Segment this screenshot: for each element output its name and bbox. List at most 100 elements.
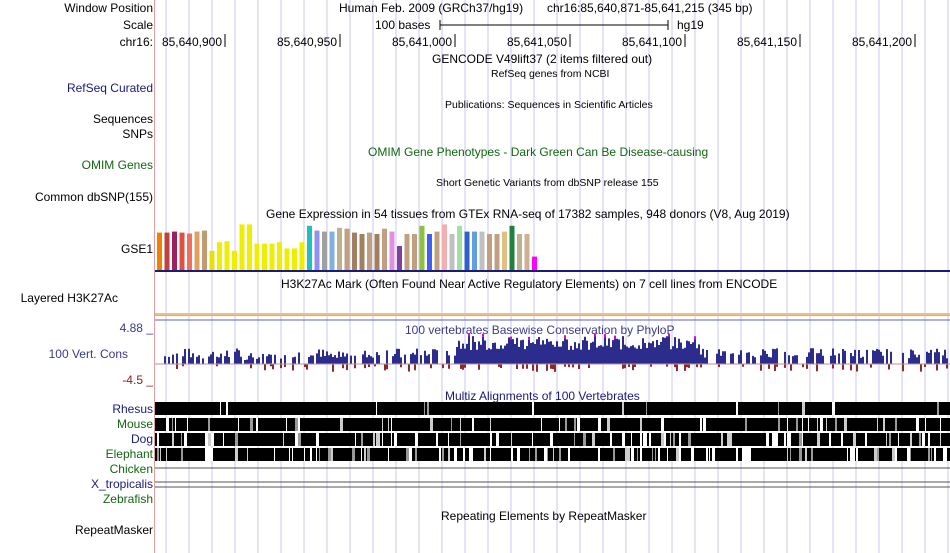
species-label[interactable]: Elephant <box>105 447 153 461</box>
alignment-gap <box>643 433 646 446</box>
alignment-gap <box>592 433 595 446</box>
alignment-gap <box>559 418 560 431</box>
alignment-gap <box>613 448 615 461</box>
sequences-label[interactable]: Sequences <box>92 112 153 126</box>
gtex-tissue-bar <box>247 224 252 270</box>
gtex-tissue-bar <box>434 231 440 270</box>
gtex-tissue-bar <box>374 234 380 270</box>
alignment-gap <box>319 448 320 461</box>
h3k27ac-label[interactable]: Layered H3K27Ac <box>20 291 118 305</box>
alignment-gap <box>238 418 239 431</box>
gtex-tissue-bar <box>352 232 357 270</box>
gse1-label[interactable]: GSE1 <box>120 242 153 256</box>
alignment-gap <box>919 433 921 446</box>
alignment-gap <box>211 433 214 446</box>
alignment-gap <box>835 418 837 431</box>
publications-track-title[interactable]: Publications: Sequences in Scientific Ar… <box>445 99 653 111</box>
alignment-gap <box>916 418 919 431</box>
gtex-tissue-bar <box>397 246 402 270</box>
alignment-gap <box>379 433 380 446</box>
alignment-gap <box>679 433 681 446</box>
alignment-gap <box>454 448 457 461</box>
alignment-gap <box>928 433 930 446</box>
alignment-gap <box>874 448 877 461</box>
alignment-gap <box>550 433 553 446</box>
alignment-gap <box>631 433 632 446</box>
multiz-alignment-blocks <box>155 402 950 488</box>
alignment-gap <box>388 448 389 461</box>
multiz-track-title[interactable]: Multiz Alignments of 100 Vertebrates <box>445 389 640 403</box>
alignment-gap <box>799 433 802 446</box>
species-label[interactable]: Chicken <box>109 462 153 476</box>
cons-track-title[interactable]: 100 vertebrates Basewise Conservation by… <box>405 323 675 337</box>
snps-label[interactable]: SNPs <box>122 127 153 141</box>
alignment-gap <box>517 448 520 461</box>
gtex-track-title[interactable]: Gene Expression in 54 tissues from GTEx … <box>266 207 790 221</box>
alignment-gap <box>673 433 675 446</box>
alignment-gap <box>187 418 188 431</box>
alignment-gap <box>547 448 548 461</box>
position-readout: chr16:85,640,871-85,641,215 (345 bp) <box>547 1 753 15</box>
species-label[interactable]: Dog <box>130 432 153 446</box>
coord-tick-label: 85,641,000 <box>391 35 452 49</box>
alignment-gap <box>310 448 312 461</box>
refseq-curated-label[interactable]: RefSeq Curated <box>66 81 153 95</box>
omim-genes-label[interactable]: OMIM Genes <box>81 158 153 172</box>
alignment-gap <box>946 448 947 461</box>
species-label[interactable]: Zebrafish <box>102 492 153 506</box>
alignment-gap <box>409 448 412 461</box>
alignment-gap <box>625 448 628 461</box>
alignment-gap <box>676 448 679 461</box>
alignment-gap <box>583 433 586 446</box>
alignment-gap <box>565 418 567 431</box>
alignment-gap <box>172 418 173 431</box>
alignment-gap <box>442 448 444 461</box>
alignment-gap <box>382 418 383 431</box>
alignment-gap <box>640 418 642 431</box>
h3k27ac-signal <box>155 313 950 315</box>
alignment-gap <box>610 433 612 446</box>
alignment-gap <box>436 433 438 446</box>
alignment-gap <box>829 433 831 446</box>
alignment-gap <box>298 433 301 446</box>
alignment-gap <box>295 433 298 446</box>
alignment-gap <box>865 433 867 446</box>
alignment-gap <box>820 418 823 431</box>
alignment-gap <box>208 418 210 431</box>
gtex-tissue-bar <box>322 231 327 270</box>
species-label[interactable]: Mouse <box>116 417 153 431</box>
dbsnp-track-title[interactable]: Short Genetic Variants from dbSNP releas… <box>436 177 659 189</box>
gtex-tissue-bar <box>517 234 522 270</box>
repeatmasker-label[interactable]: RepeatMasker <box>74 523 153 537</box>
alignment-gap <box>661 433 664 446</box>
alignment-gap <box>727 433 730 446</box>
alignment-gap <box>568 448 570 461</box>
h3k27ac-track-title[interactable]: H3K27Ac Mark (Often Found Near Active Re… <box>281 277 778 291</box>
alignment-gap <box>172 433 174 446</box>
gencode-track-title[interactable]: GENCODE V49lift37 (2 items filtered out) <box>432 52 653 66</box>
species-label[interactable]: Rhesus <box>112 402 153 416</box>
alignment-gap <box>799 448 802 461</box>
gtex-tissue-bar <box>449 234 455 270</box>
dbsnp-label[interactable]: Common dbSNP(155) <box>34 190 153 204</box>
alignment-gap <box>511 433 512 446</box>
species-label[interactable]: X_tropicalis <box>90 477 153 491</box>
alignment-gap <box>157 433 159 446</box>
alignment-gap <box>286 418 287 431</box>
alignment-gap <box>544 448 547 461</box>
refseq-track-title[interactable]: RefSeq genes from NCBI <box>491 68 610 80</box>
alignment-gap <box>250 418 253 431</box>
h3k27ac-signal-2 <box>155 315 950 316</box>
gtex-tissue-bar <box>164 232 170 270</box>
scale-label: Scale <box>122 18 153 32</box>
cons-label[interactable]: 100 Vert. Cons <box>48 347 128 361</box>
alignment-gap <box>748 448 751 461</box>
alignment-gap <box>598 418 601 431</box>
alignment-gap <box>742 448 745 461</box>
omim-track-title[interactable]: OMIM Gene Phenotypes - Dark Green Can Be… <box>368 145 709 159</box>
window-position-label: Window Position <box>64 1 153 15</box>
alignment-gap <box>934 448 936 461</box>
coordinate-ticks <box>224 34 916 47</box>
repeatmasker-track-title[interactable]: Repeating Elements by RepeatMasker <box>441 509 647 523</box>
alignment-gap <box>283 433 284 446</box>
